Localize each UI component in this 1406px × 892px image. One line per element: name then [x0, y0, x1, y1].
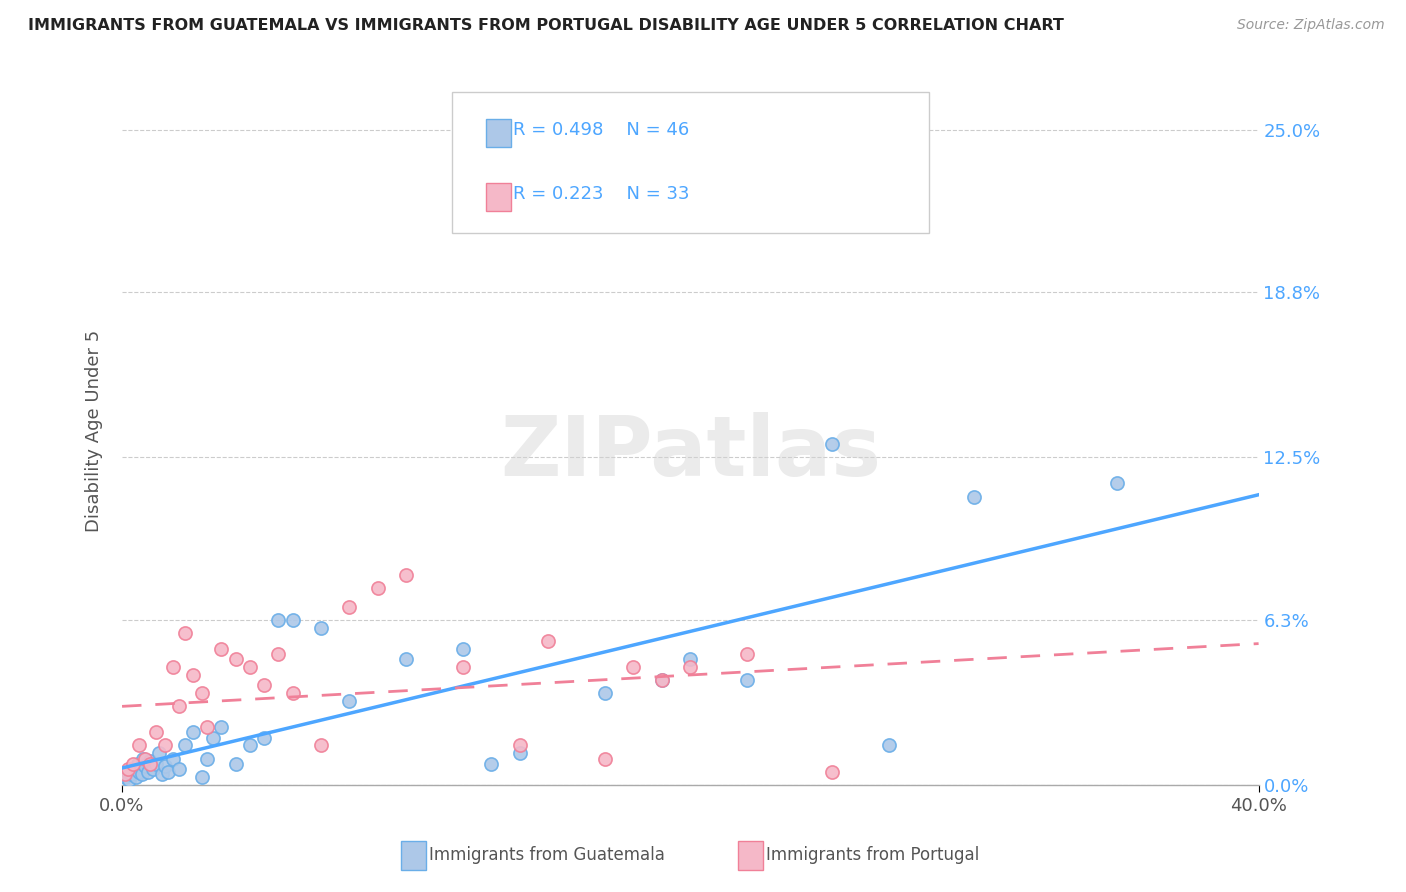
Point — [117, 762, 139, 776]
Point — [195, 751, 218, 765]
Point — [593, 751, 616, 765]
Text: Source: ZipAtlas.com: Source: ZipAtlas.com — [1237, 18, 1385, 32]
Point — [593, 686, 616, 700]
Point — [190, 686, 212, 700]
Point — [253, 731, 276, 745]
Text: ZIPatlas: ZIPatlas — [499, 412, 880, 492]
Point — [162, 660, 184, 674]
Point — [142, 762, 165, 776]
Point — [211, 720, 233, 734]
Point — [150, 767, 173, 781]
Point — [167, 762, 190, 776]
Point — [281, 613, 304, 627]
Point — [173, 739, 195, 753]
Point — [267, 613, 290, 627]
Point — [153, 739, 176, 753]
Point — [167, 699, 190, 714]
Point — [122, 756, 145, 771]
Point — [509, 739, 531, 753]
Text: Immigrants from Guatemala: Immigrants from Guatemala — [429, 847, 665, 864]
Point — [679, 652, 702, 666]
Point — [651, 673, 673, 687]
Point — [963, 490, 986, 504]
Point — [131, 767, 153, 781]
Point — [128, 739, 150, 753]
Point — [114, 770, 136, 784]
Point — [367, 582, 389, 596]
Point — [309, 739, 332, 753]
Point — [451, 641, 474, 656]
Text: IMMIGRANTS FROM GUATEMALA VS IMMIGRANTS FROM PORTUGAL DISABILITY AGE UNDER 5 COR: IMMIGRANTS FROM GUATEMALA VS IMMIGRANTS … — [28, 18, 1064, 33]
Point — [153, 759, 176, 773]
Point — [821, 437, 844, 451]
Point — [239, 660, 262, 674]
Point — [267, 647, 290, 661]
Point — [145, 725, 167, 739]
Point — [114, 767, 136, 781]
Point — [337, 599, 360, 614]
Point — [190, 770, 212, 784]
Point — [395, 652, 418, 666]
Point — [139, 754, 162, 768]
Point — [139, 756, 162, 771]
Point — [395, 568, 418, 582]
Point — [195, 720, 218, 734]
Point — [120, 767, 142, 781]
Point — [821, 764, 844, 779]
FancyBboxPatch shape — [451, 92, 929, 233]
Point — [145, 756, 167, 771]
Point — [253, 678, 276, 692]
Point — [1105, 476, 1128, 491]
Point — [128, 764, 150, 779]
Point — [136, 764, 159, 779]
Point — [651, 673, 673, 687]
Text: Immigrants from Portugal: Immigrants from Portugal — [766, 847, 980, 864]
Point — [509, 747, 531, 761]
Point — [181, 725, 204, 739]
Point — [309, 621, 332, 635]
Text: R = 0.498    N = 46: R = 0.498 N = 46 — [513, 121, 689, 139]
Point — [225, 756, 247, 771]
Point — [451, 660, 474, 674]
Point — [132, 751, 155, 765]
Point — [117, 764, 139, 779]
Point — [125, 770, 148, 784]
Point — [173, 625, 195, 640]
Point — [122, 762, 145, 776]
Text: R = 0.223    N = 33: R = 0.223 N = 33 — [513, 186, 689, 203]
Point — [201, 731, 224, 745]
Point — [156, 764, 179, 779]
Point — [281, 686, 304, 700]
Point — [127, 756, 149, 771]
Point — [537, 633, 560, 648]
Point — [181, 667, 204, 681]
Point — [162, 751, 184, 765]
Point — [623, 660, 645, 674]
Point — [239, 739, 262, 753]
Point — [134, 751, 156, 765]
Point — [735, 647, 758, 661]
Point — [148, 747, 170, 761]
Point — [211, 641, 233, 656]
Bar — [485, 183, 510, 211]
Point — [735, 673, 758, 687]
Y-axis label: Disability Age Under 5: Disability Age Under 5 — [86, 330, 103, 533]
Bar — [485, 120, 510, 147]
Point — [481, 756, 503, 771]
Point — [877, 739, 900, 753]
Point — [679, 660, 702, 674]
Point — [118, 772, 141, 787]
Point — [225, 652, 247, 666]
Point — [337, 694, 360, 708]
Point — [134, 759, 156, 773]
